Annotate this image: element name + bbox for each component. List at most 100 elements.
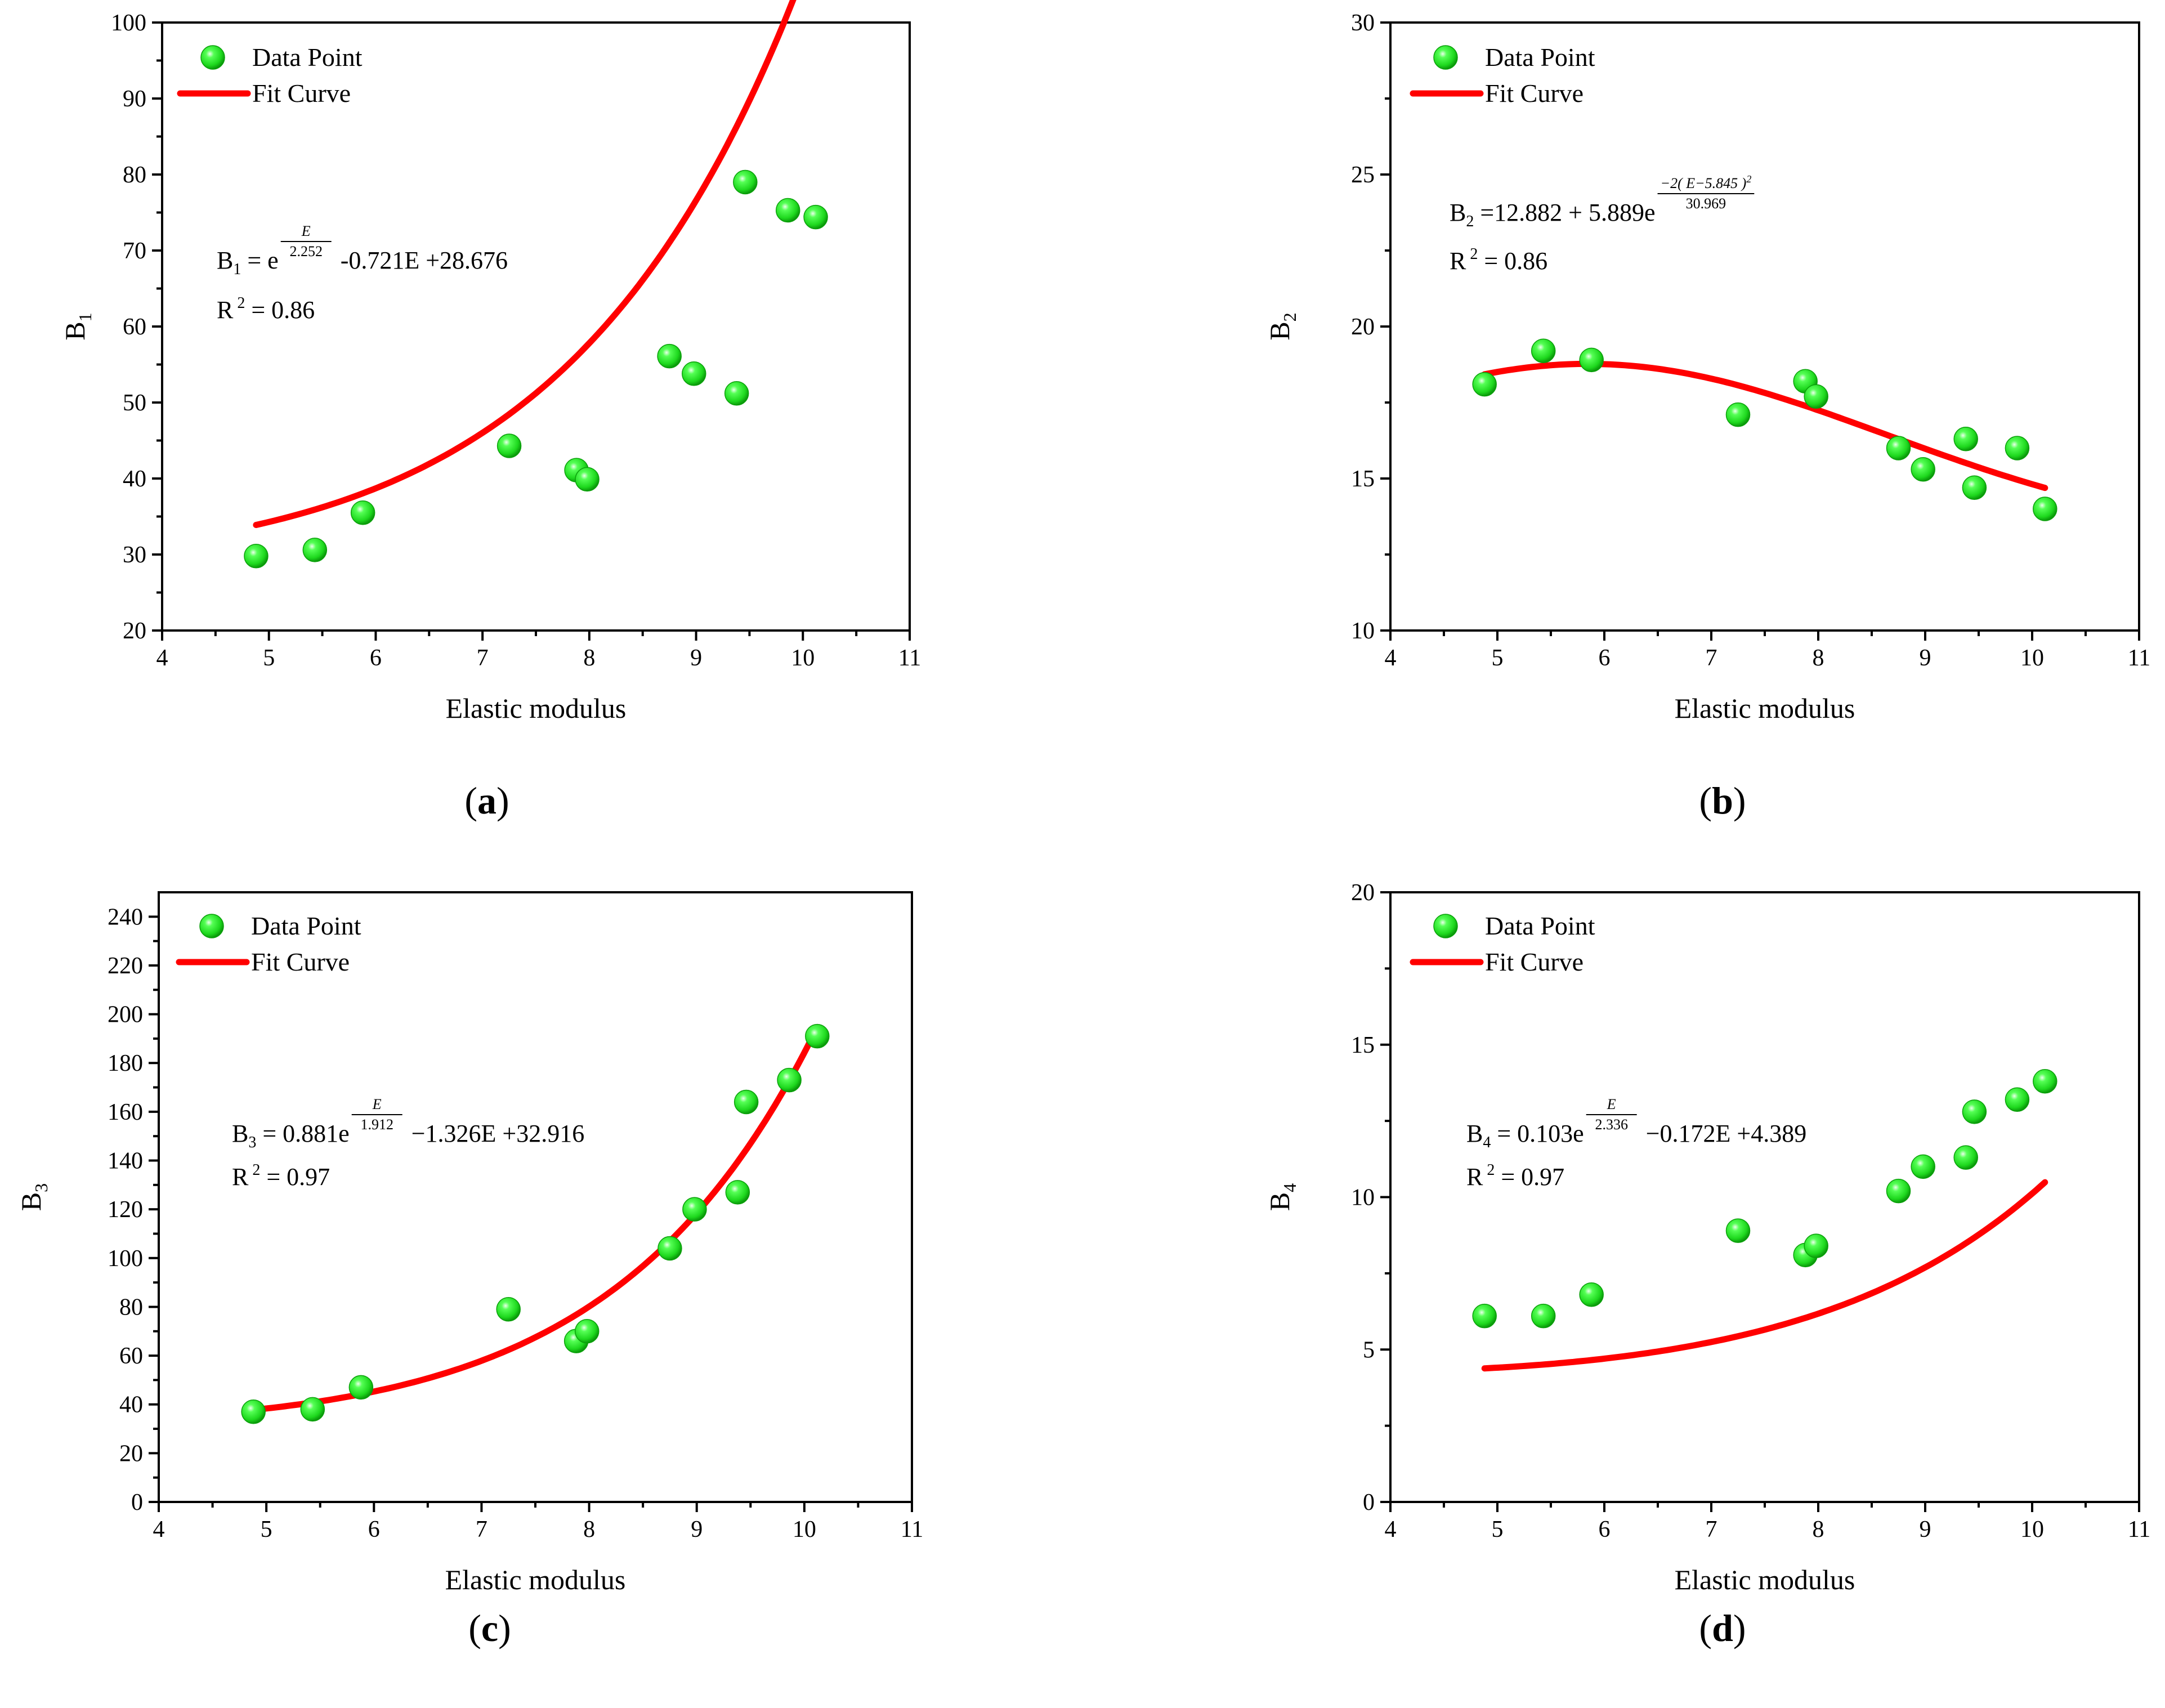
y-tick-label: 120 [108,1197,143,1223]
r-squared-label: R [1450,247,1466,275]
exponent-numerator: E [1607,1096,1616,1112]
x-tick-label: 6 [370,645,382,671]
y-tick-label: 30 [1351,10,1375,36]
y-axis-title-main: B [1264,1192,1295,1211]
y-tick-label: 220 [108,953,143,979]
x-tick-label: 4 [1385,645,1397,671]
x-tick-label: 11 [898,645,921,671]
y-tick-label: 0 [131,1490,143,1515]
panel-label: (d) [1699,1607,1746,1649]
data-point [574,1319,600,1344]
x-tick-label: 11 [2128,1517,2150,1542]
panel-label: (a) [464,779,509,822]
x-tick-label: 10 [2020,1517,2044,1542]
x-tick-label: 8 [1813,645,1824,671]
data-point [682,1197,707,1222]
legend-point-symbol [200,45,225,70]
equation-lhs: B [1450,199,1466,226]
equation-suffix: −0.172E +4.389 [1646,1120,1807,1147]
fit-equation: B3 = 0.881e [232,1120,350,1151]
y-tick-label: 100 [108,1246,143,1272]
x-tick-label: 9 [691,1517,703,1542]
data-point [1579,1282,1604,1307]
data-point [2005,1087,2030,1112]
y-tick-label: 30 [123,542,146,568]
data-point [1911,1154,1935,1179]
data-point [725,1180,750,1205]
data-point [302,538,328,562]
data-point [575,467,600,492]
plot-frame [1389,21,2140,632]
fit-curve [1481,1179,2048,1372]
equation-lhs: B [232,1120,248,1147]
data-point [733,169,758,195]
x-tick-label: 6 [1599,1517,1611,1542]
data-point [724,381,749,406]
legend-point-symbol [1433,45,1458,70]
r-squared: R 2 = 0.86 [1450,245,1547,275]
data-point [241,1399,266,1424]
legend-fit-curve-label: Fit Curve [1485,79,1584,108]
r-squared-sup: 2 [1483,1161,1495,1179]
y-tick-label: 90 [123,86,146,112]
x-tick-label: 5 [1492,645,1504,671]
panel-label: (c) [468,1607,511,1649]
r-squared-sup: 2 [1466,245,1478,263]
exponent-denominator: 1.912 [360,1116,393,1133]
y-tick-label: 40 [119,1392,143,1418]
r-squared: R 2 = 0.97 [232,1161,330,1191]
x-tick-label: 11 [2128,645,2150,671]
data-point [1472,372,1497,397]
panel-label-open: ( [468,1607,481,1649]
x-tick-label: 8 [583,1517,595,1542]
r-squared-sup: 2 [233,294,245,312]
y-tick-label: 20 [123,618,146,644]
equation-lhs-sub: 3 [248,1134,256,1151]
y-tick-label: 20 [119,1441,143,1466]
r-squared-label: R [232,1163,249,1191]
data-point [803,204,828,230]
exponent-numerator-sup: 2 [1746,173,1751,185]
r-squared-value: = 0.97 [260,1163,330,1191]
r-squared: R 2 = 0.86 [217,294,315,324]
y-tick-label: 140 [108,1148,143,1174]
data-point [496,1297,521,1322]
y-axis-title: B1 [59,312,95,340]
legend-point-symbol [199,914,224,938]
y-axis-title-main: B [1264,321,1295,340]
data-point [244,543,269,569]
x-tick-label: 5 [261,1517,272,1542]
r-squared-value: = 0.86 [1478,247,1547,275]
x-tick-label: 7 [477,645,489,671]
y-tick-label: 10 [1351,618,1375,644]
data-point [1725,1218,1751,1243]
legend-fit-curve-label: Fit Curve [251,947,350,976]
exponent-denominator: 2.252 [289,243,323,260]
legend-data-point-label: Data Point [1485,43,1595,71]
equation-lhs-sub: 2 [1466,213,1474,230]
equation-lhs-sub: 1 [233,261,241,278]
y-tick-label: 70 [123,238,146,264]
data-point [1804,1233,1828,1258]
panel-label-close: ) [1733,1607,1746,1649]
fit-equation: B2 =12.882 + 5.889e [1450,199,1656,230]
data-point [2033,497,2057,521]
y-tick-label: 180 [108,1050,143,1076]
data-point [1725,402,1751,427]
y-tick-label: 15 [1351,1032,1375,1058]
y-tick-label: 5 [1363,1337,1375,1363]
data-point [300,1397,325,1422]
legend-point-symbol [1433,914,1458,938]
r-squared-label: R [1466,1163,1483,1191]
exponent-numerator-text: −2( E−5.845 ) [1661,175,1747,191]
exponent-numerator-text: E [1607,1096,1616,1112]
y-axis-title: B2 [1264,312,1300,340]
r-squared-sup: 2 [248,1161,260,1179]
y-tick-label: 15 [1351,466,1375,492]
data-point [350,500,375,525]
data-point [1911,457,1935,482]
x-tick-label: 8 [1813,1517,1824,1542]
r-squared: R 2 = 0.97 [1466,1161,1564,1191]
equation-lhs: B [1466,1120,1483,1147]
